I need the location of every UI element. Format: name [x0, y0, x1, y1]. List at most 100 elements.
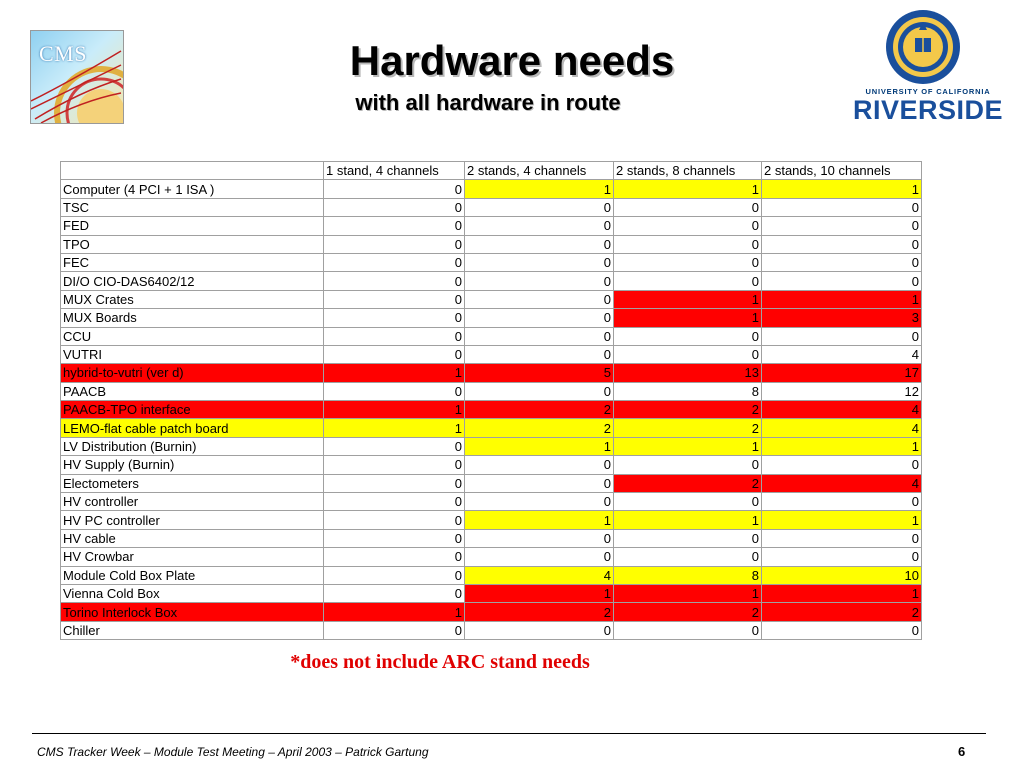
- table-header-row: 1 stand, 4 channels 2 stands, 4 channels…: [60, 160, 922, 181]
- table-cell: 0: [761, 252, 922, 273]
- row-label: TPO: [60, 234, 324, 254]
- table-cell: 0: [761, 455, 922, 475]
- table-cell: 2: [464, 418, 614, 438]
- table-cell: 1: [464, 179, 614, 199]
- table-cell: 0: [464, 473, 614, 494]
- ucr-university-text: UNIVERSITY OF CALIFORNIA: [865, 87, 991, 96]
- row-label: hybrid-to-vutri (ver d): [60, 363, 324, 383]
- ucr-seal-icon: [886, 10, 960, 84]
- header-2-stands-10-channels: 2 stands, 10 channels: [761, 160, 922, 181]
- table-cell: 0: [464, 344, 614, 365]
- table-cell: 0: [323, 492, 465, 512]
- table-cell: 1: [613, 308, 762, 328]
- table-cell: 0: [613, 344, 762, 365]
- table-cell: 0: [464, 252, 614, 273]
- table-cell: 1: [464, 583, 614, 604]
- table-cell: 0: [323, 510, 465, 530]
- table-cell: 0: [761, 620, 922, 641]
- table-cell: 2: [613, 418, 762, 438]
- row-label: LEMO-flat cable patch board: [60, 418, 324, 438]
- table-cell: 0: [613, 326, 762, 346]
- table-cell: 0: [464, 197, 614, 218]
- table-cell: 0: [613, 620, 762, 641]
- table-cell: 0: [323, 455, 465, 475]
- slide-subtitle: with all hardware in route: [355, 90, 621, 115]
- table-cell: 0: [323, 344, 465, 365]
- table-cell: 0: [323, 547, 465, 567]
- table-cell: 1: [761, 179, 922, 199]
- table-row: HV PC controller 0 1 1 1: [60, 510, 922, 530]
- table-cell: 4: [761, 344, 922, 365]
- table-cell: 1: [323, 400, 465, 420]
- row-label: Electometers: [60, 473, 324, 494]
- table-cell: 4: [761, 418, 922, 438]
- table-cell: 1: [613, 179, 762, 199]
- cms-logo-graphic: [31, 50, 123, 123]
- table-cell: 2: [613, 473, 762, 494]
- table-cell: 4: [761, 400, 922, 420]
- table-row: CCU 0 0 0 0: [60, 326, 922, 346]
- table-row: MUX Crates 0 0 1 1: [60, 289, 922, 310]
- table-row: Module Cold Box Plate 0 4 8 10: [60, 565, 922, 585]
- table-cell: 0: [464, 547, 614, 567]
- table-cell: 4: [464, 565, 614, 585]
- table-cell: 2: [464, 602, 614, 622]
- table-cell: 1: [761, 436, 922, 457]
- row-label: FED: [60, 216, 324, 236]
- table-cell: 0: [323, 583, 465, 604]
- table-cell: 0: [323, 620, 465, 641]
- header-1-stand-4-channels: 1 stand, 4 channels: [323, 160, 465, 181]
- row-label: HV Supply (Burnin): [60, 455, 324, 475]
- table-cell: 0: [464, 455, 614, 475]
- table-row: Vienna Cold Box 0 1 1 1: [60, 583, 922, 604]
- row-label: MUX Crates: [60, 289, 324, 310]
- footer-text: CMS Tracker Week – Module Test Meeting –…: [37, 745, 429, 759]
- table-cell: 5: [464, 363, 614, 383]
- table-cell: 0: [323, 289, 465, 310]
- table-row: TSC 0 0 0 0: [60, 197, 922, 218]
- table-row: PAACB 0 0 8 12: [60, 381, 922, 402]
- row-label: Vienna Cold Box: [60, 583, 324, 604]
- table-cell: 1: [613, 436, 762, 457]
- table-cell: 0: [323, 473, 465, 494]
- table-cell: 1: [323, 602, 465, 622]
- table-cell: 2: [761, 602, 922, 622]
- page-number: 6: [958, 744, 966, 759]
- table-cell: 0: [464, 289, 614, 310]
- table-cell: 0: [323, 252, 465, 273]
- table-row: FEC 0 0 0 0: [60, 252, 922, 273]
- table-row: TPO 0 0 0 0: [60, 234, 922, 254]
- table-cell: 3: [761, 308, 922, 328]
- row-label: HV cable: [60, 528, 324, 549]
- table-cell: 1: [323, 418, 465, 438]
- table-cell: 0: [464, 234, 614, 254]
- table-cell: 1: [761, 289, 922, 310]
- table-row: LV Distribution (Burnin) 0 1 1 1: [60, 436, 922, 457]
- table-row: Chiller 0 0 0 0: [60, 620, 922, 641]
- table-row: hybrid-to-vutri (ver d) 1 5 13 17: [60, 363, 922, 383]
- table-cell: 0: [323, 234, 465, 254]
- table-cell: 0: [464, 271, 614, 291]
- row-label: PAACB-TPO interface: [60, 400, 324, 420]
- cms-logo-text: CMS: [39, 41, 87, 66]
- table-cell: 0: [323, 436, 465, 457]
- table-cell: 0: [323, 565, 465, 585]
- table-cell: 1: [613, 583, 762, 604]
- table-cell: 10: [761, 565, 922, 585]
- table-row: Electometers 0 0 2 4: [60, 473, 922, 494]
- table-body: Computer (4 PCI + 1 ISA ) 0 1 1 1 TSC 0 0 0 0 FED 0…: [60, 179, 922, 641]
- table-cell: 12: [761, 381, 922, 402]
- table-row: Torino Interlock Box 1 2 2 2: [60, 602, 922, 622]
- row-label: PAACB: [60, 381, 324, 402]
- table-cell: 0: [761, 492, 922, 512]
- header-2-stands-4-channels: 2 stands, 4 channels: [464, 160, 614, 181]
- row-label: DI/O CIO-DAS6402/12: [60, 271, 324, 291]
- row-label: HV controller: [60, 492, 324, 512]
- slide-title: Hardware needs: [349, 37, 675, 84]
- table-cell: 0: [613, 234, 762, 254]
- row-label: HV Crowbar: [60, 547, 324, 567]
- table-row: LEMO-flat cable patch board 1 2 2 4: [60, 418, 922, 438]
- row-label: Computer (4 PCI + 1 ISA ): [60, 179, 324, 199]
- table-cell: 0: [761, 197, 922, 218]
- table-cell: 0: [613, 492, 762, 512]
